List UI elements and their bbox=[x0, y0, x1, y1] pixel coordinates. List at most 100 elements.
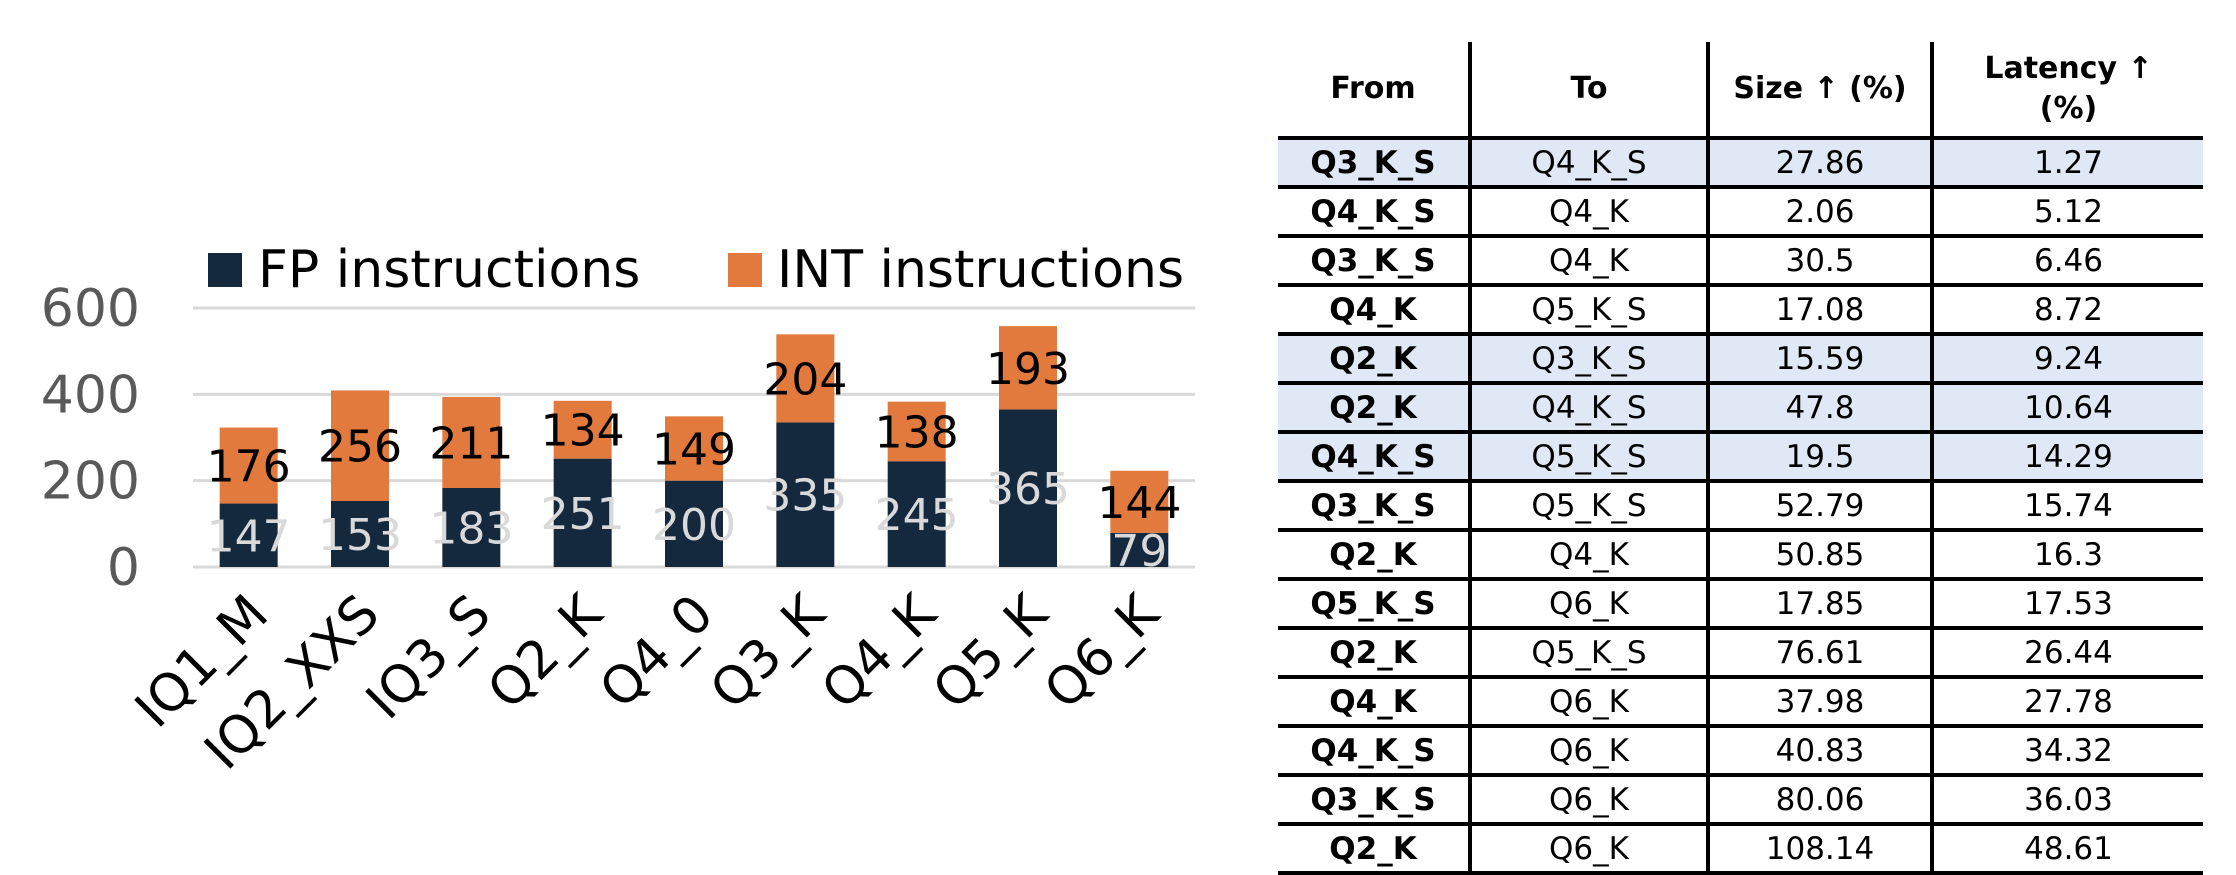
cell-from: Q4_K_S bbox=[1278, 432, 1470, 483]
cell-from: Q2_K bbox=[1278, 530, 1470, 581]
bar-fp bbox=[887, 461, 946, 567]
header-latency-line2: (%) bbox=[2039, 91, 2098, 126]
cell-latency: 34.32 bbox=[1930, 726, 2203, 777]
table-row: Q2_K Q3_K_S 15.59 9.24 bbox=[1278, 334, 2203, 385]
data-label-fp: 365 bbox=[986, 464, 1070, 515]
legend-label-int: INT instructions bbox=[777, 240, 1184, 300]
data-label-int: 138 bbox=[875, 407, 959, 458]
cell-to: Q4_K bbox=[1468, 187, 1708, 238]
header-size: Size ↑ (%) bbox=[1706, 42, 1932, 140]
cell-from: Q4_K bbox=[1278, 285, 1470, 336]
cell-from: Q2_K bbox=[1278, 334, 1470, 385]
chart-legend: FP instructions INT instructions bbox=[208, 240, 1184, 300]
x-category-label: Q4_K bbox=[811, 582, 950, 721]
cell-from: Q3_K_S bbox=[1278, 236, 1470, 287]
header-latency: Latency ↑ (%) bbox=[1930, 42, 2203, 140]
cell-latency: 27.78 bbox=[1930, 677, 2203, 728]
table-row: Q4_K_S Q5_K_S 19.5 14.29 bbox=[1278, 432, 2203, 483]
table-row: Q4_K Q6_K 37.98 27.78 bbox=[1278, 677, 2203, 728]
cell-latency: 26.44 bbox=[1930, 628, 2203, 679]
x-category-label: Q6_K bbox=[1033, 582, 1172, 721]
header-from: From bbox=[1278, 42, 1470, 140]
cell-to: Q5_K_S bbox=[1468, 628, 1708, 679]
bar-int bbox=[442, 396, 501, 489]
cell-size: 40.83 bbox=[1706, 726, 1932, 777]
x-category-label: Q2_K bbox=[477, 582, 616, 721]
data-label-fp: 245 bbox=[875, 490, 959, 541]
cell-latency: 14.29 bbox=[1930, 432, 2203, 483]
cell-latency: 8.72 bbox=[1930, 285, 2203, 336]
cell-from: Q3_K_S bbox=[1278, 138, 1470, 189]
legend-label-fp: FP instructions bbox=[258, 240, 640, 300]
x-axis-categories: IQ1_MIQ2_XXSIQ3_SQ2_KQ4_0Q3_KQ4_KQ5_KQ6_… bbox=[124, 582, 1172, 781]
cell-size: 50.85 bbox=[1706, 530, 1932, 581]
table-row: Q4_K_S Q6_K 40.83 34.32 bbox=[1278, 726, 2203, 777]
cell-latency: 48.61 bbox=[1930, 824, 2203, 875]
cell-size: 37.98 bbox=[1706, 677, 1932, 728]
table-row: Q2_K Q4_K 50.85 16.3 bbox=[1278, 530, 2203, 581]
bar-fp bbox=[331, 500, 389, 567]
chart-bars bbox=[219, 326, 1169, 567]
cell-size: 17.08 bbox=[1706, 285, 1932, 336]
bar-fp bbox=[999, 409, 1057, 567]
data-label-fp: 335 bbox=[763, 471, 847, 522]
cell-latency: 36.03 bbox=[1930, 775, 2203, 826]
x-category-label: Q3_K bbox=[699, 582, 838, 721]
stacked-bar-chart: FP instructions INT instructions 0 200 400… bbox=[41, 240, 1195, 781]
cell-to: Q3_K_S bbox=[1468, 334, 1708, 385]
table-row: Q5_K_S Q6_K 17.85 17.53 bbox=[1278, 579, 2203, 630]
cell-size: 27.86 bbox=[1706, 138, 1932, 189]
bar-int bbox=[219, 427, 278, 504]
bar-int bbox=[1110, 470, 1169, 533]
cell-from: Q3_K_S bbox=[1278, 775, 1470, 826]
legend-swatch-int bbox=[728, 253, 762, 287]
table-header-row: From To Size ↑ (%) Latency ↑ (%) bbox=[1278, 42, 2203, 140]
cell-size: 19.5 bbox=[1706, 432, 1932, 483]
x-category-label: Q4_0 bbox=[589, 584, 726, 721]
bar-fp bbox=[553, 458, 612, 567]
cell-to: Q6_K bbox=[1468, 579, 1708, 630]
bar-int bbox=[331, 390, 389, 501]
table-row: Q4_K Q5_K_S 17.08 8.72 bbox=[1278, 285, 2203, 336]
bar-fp bbox=[665, 480, 723, 567]
cell-from: Q2_K bbox=[1278, 824, 1470, 875]
cell-from: Q5_K_S bbox=[1278, 579, 1470, 630]
bar-fp bbox=[776, 422, 835, 567]
cell-size: 52.79 bbox=[1706, 481, 1932, 532]
y-tick-label: 0 bbox=[107, 538, 140, 598]
cell-latency: 17.53 bbox=[1930, 579, 2203, 630]
cell-latency: 16.3 bbox=[1930, 530, 2203, 581]
y-tick-label: 600 bbox=[41, 279, 140, 339]
cell-latency: 10.64 bbox=[1930, 383, 2203, 434]
cell-size: 76.61 bbox=[1706, 628, 1932, 679]
cell-latency: 1.27 bbox=[1930, 138, 2203, 189]
cell-size: 47.8 bbox=[1706, 383, 1932, 434]
cell-to: Q5_K_S bbox=[1468, 432, 1708, 483]
data-label-fp: 153 bbox=[318, 510, 402, 561]
bar-fp bbox=[1110, 532, 1169, 567]
cell-size: 108.14 bbox=[1706, 824, 1932, 875]
cell-size: 2.06 bbox=[1706, 187, 1932, 238]
chart-data-labels: 147 176 153 256 183 211 251 134 200 149 335 204 245 1… bbox=[207, 344, 1182, 577]
table-row: Q4_K_S Q4_K 2.06 5.12 bbox=[1278, 187, 2203, 238]
cell-to: Q4_K bbox=[1468, 236, 1708, 287]
data-label-fp: 147 bbox=[207, 511, 291, 562]
bar-int bbox=[553, 400, 612, 459]
y-axis-ticks: 0 200 400 600 bbox=[41, 279, 140, 598]
bar-int bbox=[776, 334, 835, 423]
cell-latency: 15.74 bbox=[1930, 481, 2203, 532]
table-row: Q2_K Q6_K 108.14 48.61 bbox=[1278, 824, 2203, 875]
bar-int bbox=[887, 401, 946, 462]
data-label-int: 144 bbox=[1097, 478, 1181, 529]
cell-latency: 5.12 bbox=[1930, 187, 2203, 238]
cell-to: Q6_K bbox=[1468, 726, 1708, 777]
data-label-int: 134 bbox=[541, 406, 625, 457]
data-label-fp: 200 bbox=[652, 500, 736, 551]
table-row: Q3_K_S Q5_K_S 52.79 15.74 bbox=[1278, 481, 2203, 532]
table-row: Q3_K_S Q4_K_S 27.86 1.27 bbox=[1278, 138, 2203, 189]
y-tick-label: 200 bbox=[41, 452, 140, 512]
cell-to: Q6_K bbox=[1468, 775, 1708, 826]
cell-size: 15.59 bbox=[1706, 334, 1932, 385]
data-label-int: 149 bbox=[652, 425, 736, 476]
data-label-fp: 79 bbox=[1111, 526, 1167, 577]
